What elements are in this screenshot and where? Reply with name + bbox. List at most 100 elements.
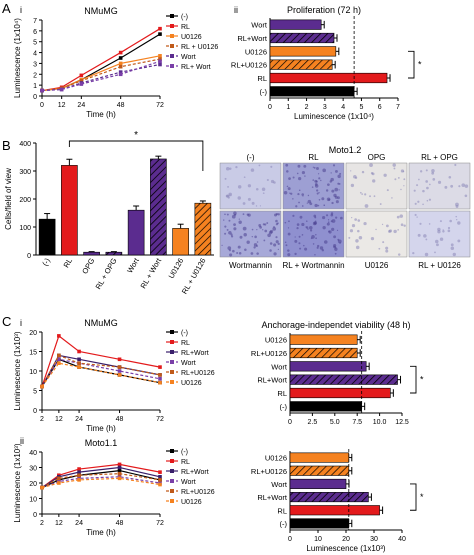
- cell-speck: [437, 227, 441, 232]
- cell-speck: [317, 173, 320, 175]
- cell-speck: [447, 229, 451, 233]
- x-tick-label: 0: [288, 419, 292, 426]
- cell-speck: [457, 221, 461, 225]
- cell-speck: [464, 184, 469, 188]
- cell-speck: [330, 172, 332, 174]
- cell-speck: [242, 202, 246, 205]
- cell-speck: [429, 183, 431, 186]
- legend-label: U0126: [181, 499, 202, 506]
- cell-speck: [287, 253, 291, 257]
- cell-speck: [292, 198, 294, 200]
- cell-speck: [403, 178, 406, 181]
- legend-marker: [170, 340, 174, 344]
- cell-speck: [322, 216, 326, 220]
- cell-speck: [319, 246, 324, 250]
- y-tick-label: 30: [29, 466, 37, 473]
- cell-speck: [237, 185, 242, 189]
- cell-speck: [457, 239, 461, 243]
- bar: [269, 46, 337, 57]
- y-tick-label: 1: [33, 83, 37, 90]
- micrograph-top-label: RL + OPG: [421, 153, 458, 162]
- cell-speck: [322, 168, 326, 173]
- cell-speck: [331, 189, 335, 193]
- cell-speck: [243, 232, 247, 237]
- cell-speck: [351, 217, 353, 219]
- cell-speck: [325, 189, 329, 192]
- cell-speck: [317, 204, 320, 207]
- category-label: RL+Wort: [237, 34, 268, 43]
- cell-speck: [372, 179, 376, 183]
- cell-speck: [294, 252, 297, 256]
- cell-speck: [236, 252, 239, 254]
- cell-speck: [452, 252, 457, 257]
- cell-speck: [321, 248, 325, 252]
- cell-speck: [327, 183, 330, 187]
- x-axis-label: Luminescence (1x10³): [306, 544, 385, 553]
- cell-speck: [225, 166, 230, 171]
- cell-speck: [275, 240, 279, 244]
- cell-speck: [251, 201, 255, 205]
- cell-speck: [412, 251, 415, 255]
- cell-speck: [310, 237, 313, 240]
- micrograph-bottom-label: RL + Wortmannin: [282, 261, 344, 270]
- cell-speck: [400, 223, 404, 227]
- bar: [269, 59, 333, 70]
- cell-speck: [254, 235, 257, 239]
- cell-speck: [304, 175, 306, 177]
- y-tick-label: 7: [33, 18, 37, 25]
- cell-speck: [331, 201, 334, 205]
- cell-speck: [426, 199, 429, 202]
- cell-speck: [328, 198, 331, 201]
- cell-speck: [288, 177, 291, 181]
- data-point: [158, 26, 162, 31]
- data-point: [118, 61, 123, 66]
- cell-speck: [357, 229, 360, 233]
- cell-speck: [226, 213, 229, 216]
- cell-speck: [428, 198, 432, 201]
- cell-speck: [336, 229, 339, 232]
- cell-speck: [250, 252, 254, 255]
- micrograph-tile: [408, 210, 471, 258]
- y-tick-label: 20: [29, 330, 37, 337]
- y-axis-label: Luminescence (1x10³): [13, 443, 22, 522]
- data-point: [77, 478, 81, 482]
- micrograph-bottom-label: Wortmannin: [229, 261, 272, 270]
- cell-speck: [338, 189, 340, 191]
- cell-speck: [354, 218, 358, 221]
- cell-speck: [322, 225, 326, 230]
- cell-speck: [262, 229, 264, 231]
- cell-speck: [284, 221, 287, 224]
- data-point: [117, 365, 122, 369]
- bar: [38, 218, 56, 256]
- cell-speck: [297, 192, 300, 196]
- bar: [269, 72, 388, 84]
- cell-speck: [301, 205, 304, 207]
- legend-marker: [170, 14, 174, 18]
- cell-speck: [287, 232, 291, 236]
- legend-label: U0126: [181, 380, 202, 387]
- cell-speck: [397, 177, 400, 179]
- cell-speck: [242, 213, 245, 216]
- cell-speck: [235, 166, 238, 169]
- legend-label: RL+U0126: [181, 370, 215, 377]
- cell-speck: [350, 170, 352, 172]
- cell-speck: [296, 223, 300, 226]
- cell-speck: [229, 253, 233, 257]
- cell-speck: [229, 167, 232, 170]
- cell-speck: [334, 252, 337, 255]
- data-point: [158, 475, 162, 479]
- cell-speck: [435, 239, 439, 244]
- legend-label: RL+U0126: [181, 489, 215, 496]
- y-axis-label: Luminescence (1x10³): [13, 331, 22, 410]
- x-tick-label: 4: [341, 104, 345, 111]
- cell-speck: [239, 235, 243, 239]
- x-axis-label: Time (h): [86, 110, 116, 119]
- cell-speck: [298, 235, 301, 238]
- cell-speck: [307, 228, 309, 230]
- cell-speck: [423, 234, 427, 238]
- cell-speck: [373, 195, 376, 198]
- x-tick-label: 0: [40, 102, 44, 109]
- cell-speck: [227, 196, 230, 199]
- legend-label: Wort: [181, 54, 196, 61]
- cell-speck: [294, 236, 296, 238]
